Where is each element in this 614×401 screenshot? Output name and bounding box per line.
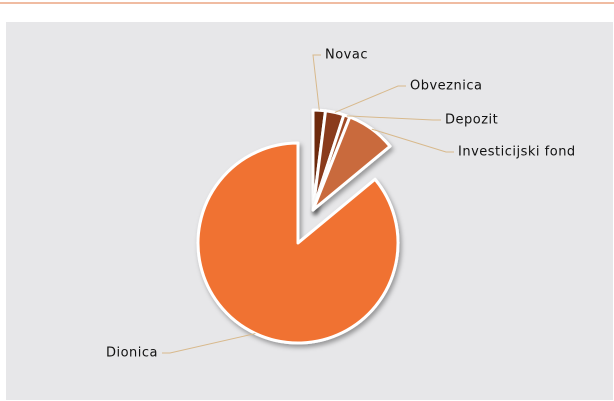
slice-label: Investicijski fond xyxy=(458,145,576,160)
slice-label: Depozit xyxy=(445,113,498,128)
slice-label: Obveznica xyxy=(410,79,482,94)
slice-label: Dionica xyxy=(106,346,158,361)
leader-line xyxy=(162,332,256,354)
leader-line xyxy=(334,85,406,113)
labels: Novac Obveznica Depozit Investicijski fond D… xyxy=(106,48,576,361)
pie-slice xyxy=(196,141,400,345)
pie-slice xyxy=(311,115,392,212)
plot-background xyxy=(5,21,614,401)
leader-line xyxy=(312,54,321,111)
leader-line xyxy=(371,128,454,153)
slice-label: Novac xyxy=(325,48,368,63)
plot-frame xyxy=(4,20,614,401)
pie xyxy=(196,108,400,345)
leader-line xyxy=(346,115,441,121)
